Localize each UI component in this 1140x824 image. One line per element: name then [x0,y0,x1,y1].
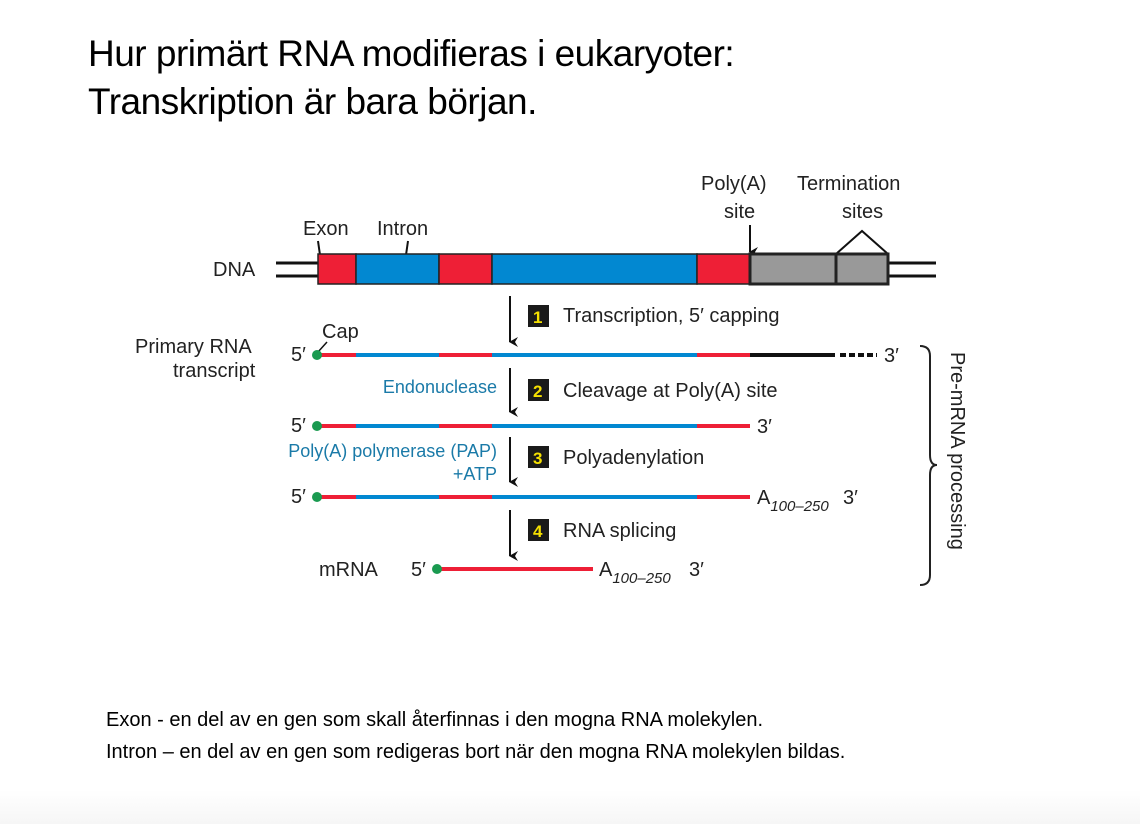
step-number: 4 [533,522,543,541]
three-prime-label: 3′ [757,416,772,438]
primary-transcript-label-2: transcript [173,360,256,382]
pre-mrna-processing-label: Pre-mRNA processing [946,352,968,550]
dna-exon-3 [696,253,751,285]
five-prime-label: 5′ [411,559,426,581]
five-prime-label: 5′ [291,486,306,508]
cap-icon [312,492,322,502]
atp-label: +ATP [453,464,497,484]
step-label: Cleavage at Poly(A) site [563,380,778,402]
five-prime-label: 5′ [291,415,306,437]
title-line-2: Transkription är bara början. [88,81,537,122]
polya-site-label-2: site [724,201,755,223]
polya-tail-label: A100–250 [599,559,671,587]
cap-pointer [317,341,328,353]
step-number: 2 [533,382,542,401]
dna-flank-1 [748,252,838,286]
step-number: 3 [533,449,542,468]
cap-label: Cap [322,321,359,343]
step-4: 4 RNA splicing [528,519,676,542]
endonuclease-label: Endonuclease [383,377,497,397]
termination-label-1: Termination [797,173,900,195]
intron-label: Intron [377,218,428,240]
cap-icon [312,350,322,360]
pre-mrna-brace [919,345,938,586]
termination-label-2: sites [842,201,883,223]
termination-caret [835,229,889,255]
polya-tail-label: A100–250 [757,487,829,515]
three-prime-label: 3′ [689,559,704,581]
step-label: Polyadenylation [563,447,704,469]
mrna-label: mRNA [319,559,379,581]
dna-exon-2 [438,253,493,285]
dna-strands [276,261,936,278]
pap-label: Poly(A) polymerase (PAP) [288,441,497,461]
step-3: 3 Polyadenylation [528,446,704,469]
cap-icon [432,564,442,574]
title-line-1: Hur primärt RNA modifieras i eukaryoter: [88,33,735,74]
dna-flank-2 [834,252,890,286]
dna-gene-bar [317,252,890,286]
cap-icon [312,421,322,431]
intron-definition: Intron – en del av en gen som redigeras … [106,741,846,763]
five-prime-label: 5′ [291,344,306,366]
dna-exon-1 [317,253,357,285]
three-prime-label: 3′ [884,345,899,367]
three-prime-label: 3′ [843,487,858,509]
dna-intron-1 [355,253,440,285]
dna-label: DNA [213,259,256,281]
exon-label: Exon [303,218,349,240]
step-number: 1 [533,308,542,327]
step-label: Transcription, 5′ capping [563,305,779,327]
step-1: 1 Transcription, 5′ capping [528,305,779,327]
step-label: RNA splicing [563,520,676,542]
primary-transcript-label-1: Primary RNA [135,336,252,358]
slide-title: Hur primärt RNA modifieras i eukaryoter:… [88,30,735,126]
step-2: 2 Cleavage at Poly(A) site [528,379,778,402]
exon-definition: Exon - en del av en gen som skall återfi… [106,709,764,731]
definitions: Exon - en del av en gen som skall återfi… [106,704,845,768]
polya-site-label-1: Poly(A) [701,173,767,195]
dna-intron-2 [491,253,698,285]
